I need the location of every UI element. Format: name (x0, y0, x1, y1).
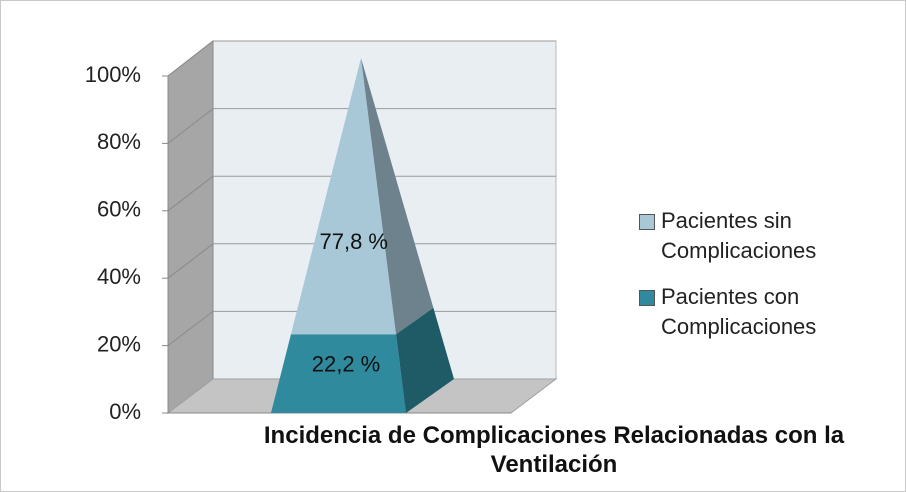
grid-line (167, 311, 214, 346)
value-label: 22,2 % (312, 351, 381, 376)
grid-line (167, 175, 214, 212)
y-tick-label: 60% (97, 197, 141, 222)
y-tick-label: 100% (85, 62, 141, 87)
legend-label: Pacientes sin Complicaciones (661, 208, 817, 263)
legend-swatch (639, 290, 655, 306)
pyramid-side (396, 307, 454, 413)
grid-line (167, 40, 214, 77)
legend-label: Pacientes con Complicaciones (661, 284, 817, 339)
y-tick-label: 20% (97, 331, 141, 356)
value-label: 77,8 % (319, 229, 388, 254)
side-wall (167, 39, 214, 415)
grid-line (167, 108, 214, 144)
y-tick-label: 40% (97, 264, 141, 289)
pyramid-side (361, 58, 434, 335)
legend: Pacientes sin Complicaciones Pacientes co… (639, 206, 879, 358)
legend-item: Pacientes sin Complicaciones (639, 206, 861, 266)
legend-item: Pacientes con Complicaciones (639, 282, 861, 342)
y-tick-label: 80% (97, 129, 141, 154)
y-tick-label: 0% (109, 399, 141, 424)
x-category-label: Incidencia de Complicaciones Relacionada… (263, 422, 845, 478)
pyramid-front (271, 334, 406, 413)
grid-line (167, 243, 214, 279)
legend-swatch (639, 214, 655, 230)
